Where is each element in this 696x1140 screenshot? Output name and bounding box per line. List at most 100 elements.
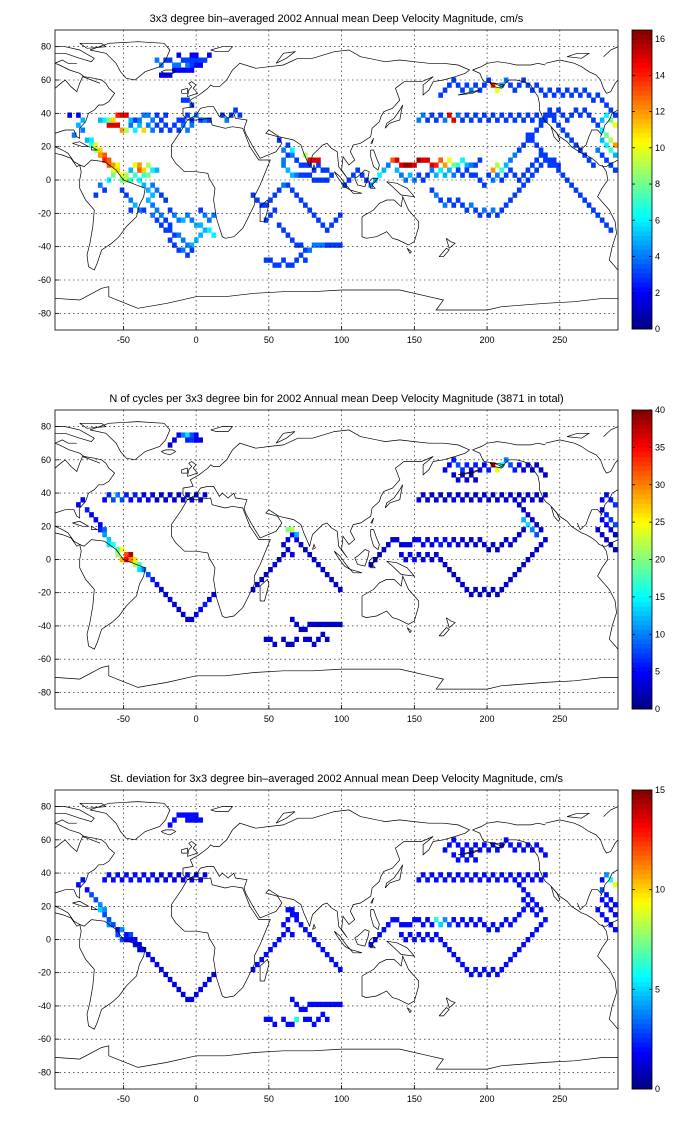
bin-cell — [268, 257, 273, 263]
coastline — [438, 1007, 450, 1017]
colorbar-segment — [632, 981, 652, 987]
colorbar-segment — [632, 456, 652, 462]
bin-cell — [490, 872, 496, 878]
bin-cell — [399, 552, 404, 558]
bin-cell — [316, 636, 321, 643]
bin-cell — [486, 117, 491, 123]
bin-cell — [111, 172, 116, 178]
colorbar-segment — [632, 638, 652, 644]
coastline — [566, 52, 591, 59]
bin-cell — [538, 877, 544, 883]
colorbar-segment — [632, 1037, 652, 1043]
bin-cell — [303, 636, 308, 643]
bin-cell — [176, 217, 182, 223]
bin-cell — [124, 112, 129, 118]
bin-cell — [490, 922, 496, 928]
bin-cell — [486, 927, 491, 933]
bin-cell — [608, 162, 614, 168]
bin-cell — [521, 527, 526, 533]
colorbar-tick-label: 10 — [655, 885, 665, 895]
bin-cell — [442, 202, 448, 208]
bin-cell — [198, 117, 203, 123]
bin-cell — [294, 532, 299, 538]
coastline — [550, 886, 561, 902]
bin-cell — [137, 162, 142, 168]
bin-cell — [329, 242, 334, 248]
coastline — [545, 819, 618, 854]
coastline — [333, 930, 351, 950]
bin-cell — [189, 817, 195, 823]
colorbar-segment — [632, 438, 652, 444]
bin-cell — [595, 212, 601, 218]
bin-cell — [289, 237, 295, 243]
bin-cell — [128, 207, 134, 213]
colorbar-tick-label: 20 — [655, 555, 665, 565]
bin-cell — [89, 142, 94, 148]
bin-cell — [429, 872, 435, 878]
colorbar-segment — [632, 128, 652, 134]
colorbar-segment — [632, 850, 652, 856]
colorbar-segment — [632, 305, 652, 311]
coastline — [187, 461, 199, 477]
coastline — [576, 129, 603, 151]
bin-cell — [433, 932, 439, 938]
colorbar-segment — [632, 277, 652, 283]
bin-cell — [307, 1016, 313, 1023]
bin-cell — [407, 172, 413, 178]
bin-cell — [460, 537, 465, 543]
bin-cell — [521, 497, 526, 503]
colorbar-segment — [632, 202, 652, 208]
coastline — [445, 997, 456, 1009]
bin-cell — [591, 97, 596, 103]
bin-cell — [102, 877, 107, 883]
x-tick-label: 50 — [264, 714, 274, 724]
bin-cell — [102, 907, 107, 913]
colorbar-tick-label: 40 — [655, 405, 665, 415]
bin-cell — [455, 576, 461, 583]
bin-cell — [490, 207, 496, 213]
bin-cell — [320, 1011, 326, 1018]
colorbar-segment — [632, 794, 652, 800]
bin-cell — [115, 932, 121, 938]
colorbar-segment — [632, 188, 652, 194]
bin-cell — [159, 192, 164, 198]
coastline — [472, 69, 618, 168]
bin-cell — [425, 537, 430, 543]
bin-cell — [534, 127, 540, 133]
colorbar-segment — [632, 790, 652, 796]
colorbar-segment — [632, 582, 652, 588]
bin-cell — [285, 537, 291, 543]
bin-cell — [529, 497, 535, 503]
bin-cell — [451, 917, 457, 923]
bin-cell — [499, 462, 505, 468]
bin-cell — [399, 542, 404, 548]
bin-cell — [294, 257, 299, 263]
colorbar-segment — [632, 442, 652, 448]
bin-cell — [451, 162, 457, 168]
bin-cell — [167, 227, 173, 233]
bin-cell — [132, 937, 138, 943]
bin-cell — [276, 557, 282, 563]
bin-cell — [460, 917, 465, 923]
bin-cell — [516, 502, 522, 508]
bin-cell — [612, 927, 618, 933]
colorbar-segment — [632, 860, 652, 866]
bin-cell — [556, 87, 561, 93]
bin-cell — [473, 966, 478, 973]
bin-cell — [499, 922, 505, 928]
bin-cell — [320, 167, 326, 173]
bin-cell — [276, 937, 282, 943]
bin-cell — [115, 492, 121, 498]
panel-title: N of cycles per 3x3 degree bin for 2002 … — [109, 393, 563, 405]
colorbar-segment — [632, 920, 652, 926]
bin-cell — [551, 117, 557, 123]
bin-cell — [154, 112, 160, 118]
bin-cell — [608, 897, 614, 903]
bin-cell — [320, 177, 326, 183]
bin-cell — [508, 112, 513, 118]
colorbar-segment — [632, 104, 652, 110]
bin-cell — [468, 472, 474, 478]
std-deviation-panel: St. deviation for 3x3 degree bin–average… — [38, 773, 665, 1104]
bin-cell — [468, 162, 474, 168]
colorbar-segment — [632, 174, 652, 180]
